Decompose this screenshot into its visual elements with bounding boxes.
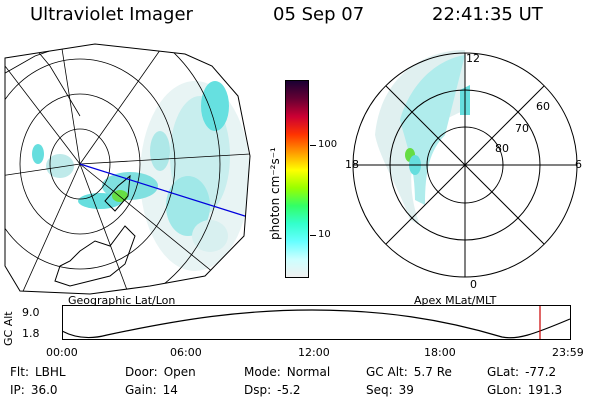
altitude-xtick-1200: 12:00 xyxy=(298,346,330,359)
altitude-xtick-1800: 18:00 xyxy=(424,346,456,359)
mlat-label-70: 70 xyxy=(515,122,529,135)
instrument-title: Ultraviolet Imager xyxy=(30,4,193,25)
colorbar-tick-10: 10 xyxy=(318,229,331,240)
colorbar-tick-100: 100 xyxy=(318,139,338,150)
right-panel-caption: Apex MLat/MLT xyxy=(414,294,497,307)
altitude-xtick-0600: 06:00 xyxy=(170,346,202,359)
colorbar-gradient xyxy=(286,81,308,277)
mlt-label-top: 12 xyxy=(466,52,480,65)
image-border xyxy=(4,43,251,295)
info-glat: GLat: -77.2 xyxy=(487,365,557,379)
altitude-plot xyxy=(62,305,571,340)
altitude-plot-frame xyxy=(62,305,571,340)
lat-lon-grid xyxy=(5,44,250,294)
info-gc-alt: GC Alt: 5.7 Re xyxy=(366,365,452,379)
colorbar-unit-label: photon cm⁻²s⁻¹ xyxy=(268,147,282,240)
polar-grid xyxy=(352,52,578,278)
polar-aurora xyxy=(375,50,470,225)
mlat-label-60: 60 xyxy=(536,100,550,113)
left-panel-caption: Geographic Lat/Lon xyxy=(68,294,176,307)
colorbar xyxy=(285,80,309,278)
polar-image-panel: 12 18 6 0 60 70 80 xyxy=(345,50,582,291)
altitude-ytick-max: 9.0 xyxy=(22,306,40,319)
geographic-image-panel xyxy=(4,43,251,295)
coastline xyxy=(54,225,136,287)
satellite-track xyxy=(79,163,249,218)
mlt-label-left: 18 xyxy=(345,158,359,171)
altitude-ytick-min: 1.8 xyxy=(22,327,40,340)
geographic-map xyxy=(5,44,250,294)
info-dsp: Dsp: -5.2 xyxy=(244,383,301,397)
info-door: Door: Open xyxy=(125,365,196,379)
info-flt: Flt: LBHL xyxy=(10,365,66,379)
info-glon: GLon: 191.3 xyxy=(487,383,563,397)
date-label: 05 Sep 07 xyxy=(273,4,365,25)
mlt-label-bottom: 0 xyxy=(470,278,477,291)
info-gain: Gain: 14 xyxy=(125,383,178,397)
info-ip: IP: 36.0 xyxy=(10,383,58,397)
mlat-label-80: 80 xyxy=(495,142,509,155)
info-seq: Seq: 39 xyxy=(366,383,414,397)
altitude-curve xyxy=(62,309,571,339)
aurora-emission xyxy=(32,81,250,271)
info-mode: Mode: Normal xyxy=(244,365,331,379)
altitude-xtick-2359: 23:59 xyxy=(552,346,584,359)
mlt-label-right: 6 xyxy=(575,158,582,171)
altitude-ylabel: GC Alt xyxy=(2,311,15,346)
time-label: 22:41:35 UT xyxy=(432,4,543,25)
coastline-island xyxy=(104,174,131,212)
altitude-xtick-0000: 00:00 xyxy=(46,346,78,359)
